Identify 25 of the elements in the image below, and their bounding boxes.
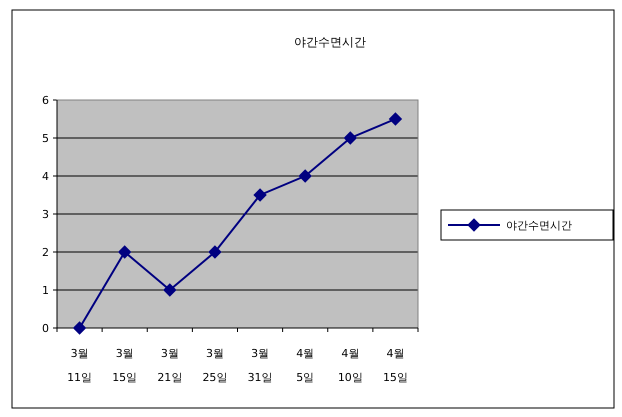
y-tick-label: 4 xyxy=(42,170,49,183)
point xyxy=(344,132,357,144)
point xyxy=(388,112,402,126)
y-tick-label: 1 xyxy=(42,284,49,297)
x-tick-label: 3월 15일 xyxy=(112,347,138,384)
x-tick-label: 4월 5일 xyxy=(296,347,314,384)
point xyxy=(254,188,267,202)
y-tick-label: 0 xyxy=(42,322,49,335)
y-tick-label: 2 xyxy=(42,246,49,259)
legend-label: 야간수면시간 xyxy=(506,219,572,232)
chart-title: 야간수면시간 xyxy=(294,35,366,49)
x-tick-label: 3월 21일 xyxy=(157,347,182,384)
y-tick-label: 5 xyxy=(42,132,49,145)
point xyxy=(163,284,176,296)
point xyxy=(298,170,312,182)
point xyxy=(118,246,132,258)
x-tick-label: 4월 15일 xyxy=(382,347,408,384)
x-tick-label: 3월 25일 xyxy=(202,347,228,384)
x-tick-label: 4월 10일 xyxy=(338,347,363,384)
x-tick-label: 3월 11일 xyxy=(67,347,92,384)
x-tick-label: 3월 31일 xyxy=(248,347,273,384)
y-tick-label: 6 xyxy=(42,94,49,107)
y-tick-label: 3 xyxy=(42,208,49,221)
point xyxy=(73,322,86,334)
point xyxy=(208,246,222,258)
